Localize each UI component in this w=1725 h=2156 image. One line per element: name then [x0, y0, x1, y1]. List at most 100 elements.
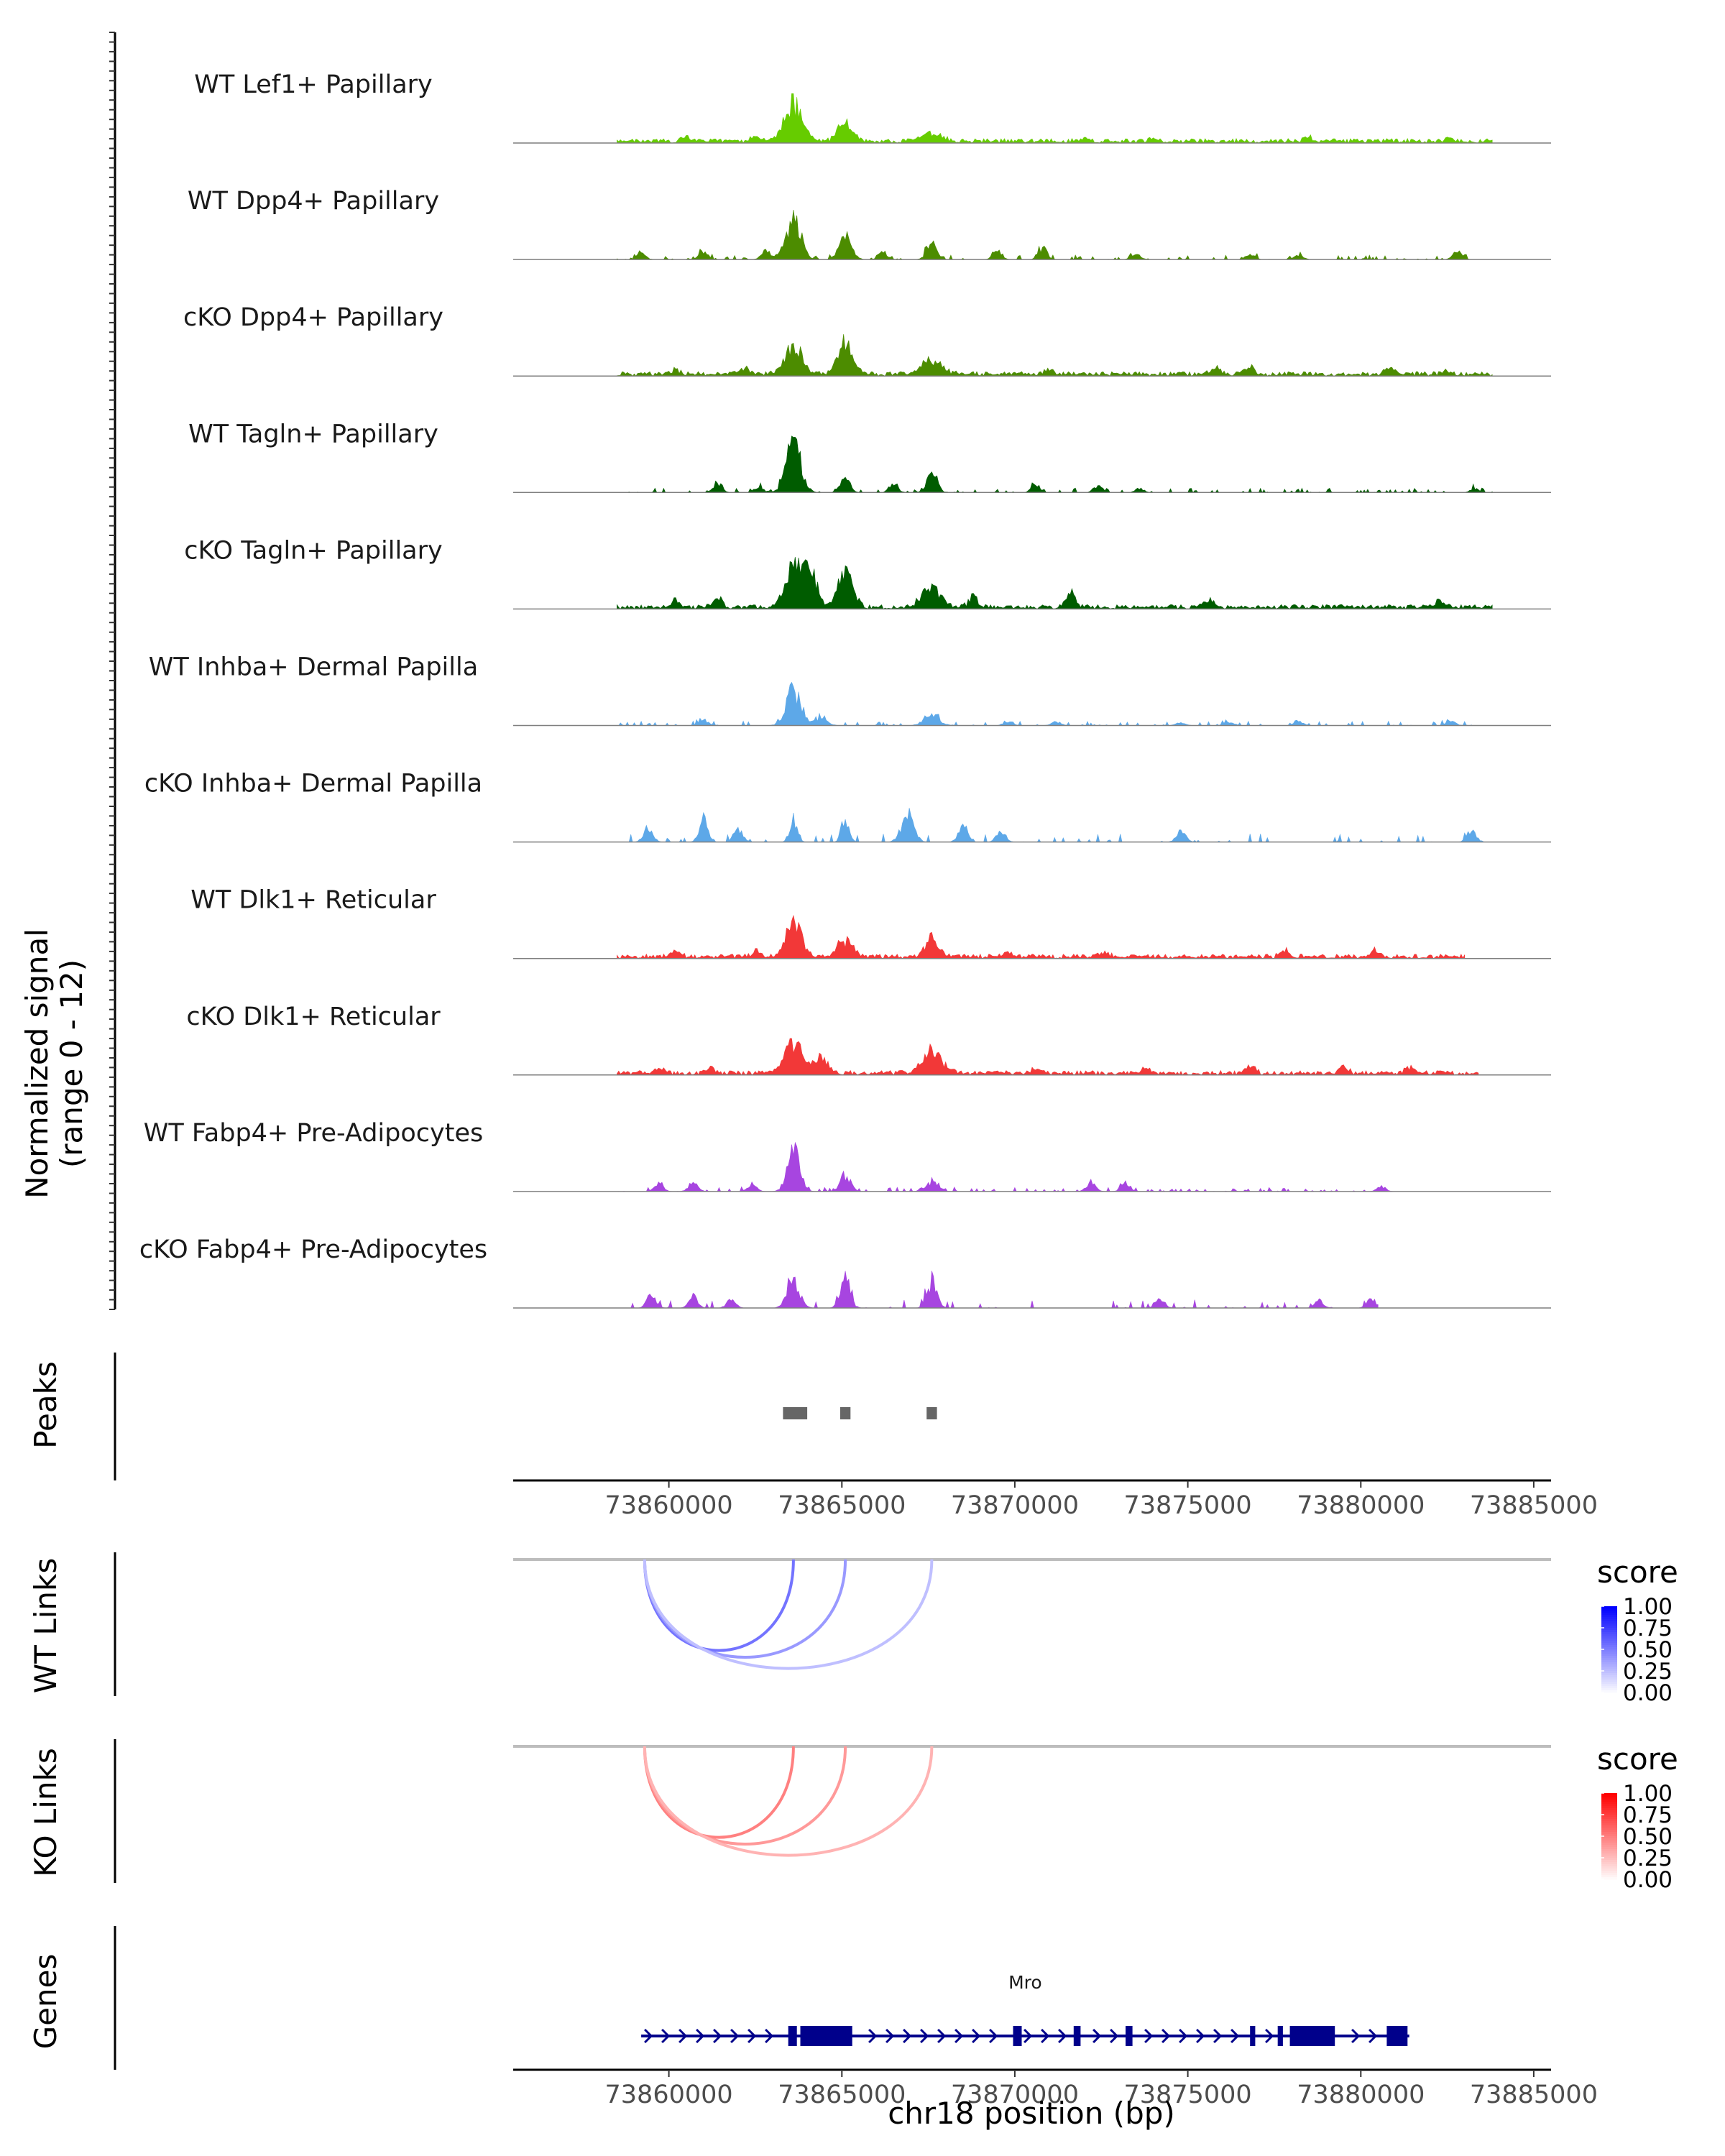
legend-gradient-step: [1601, 1828, 1617, 1830]
legend-gradient-step: [1601, 1641, 1617, 1644]
exon: [1073, 2026, 1081, 2046]
legend-gradient-step: [1601, 1651, 1617, 1654]
legend-gradient-step: [1601, 1671, 1617, 1674]
strand-arrow: [1024, 2028, 1033, 2044]
strand-arrow: [954, 2028, 964, 2044]
legend-gradient-step: [1601, 1639, 1617, 1641]
track-label: cKO Dlk1+ Reticular: [186, 1003, 441, 1031]
strand-arrow: [903, 2028, 912, 2044]
score-legend: score 1.000.750.500.250.00: [1597, 1741, 1678, 1893]
peak-region: [783, 1407, 808, 1419]
genes-track-label: Genes: [28, 1954, 63, 2050]
x-axis-bottom: 73860000 73865000 73870000 73875000 73880000…: [513, 2068, 1598, 2109]
legend-gradient-step: [1601, 1662, 1617, 1665]
strand-arrow: [1265, 2028, 1274, 2044]
strand-arrow: [1179, 2028, 1188, 2044]
legend-gradient-step: [1601, 1869, 1617, 1871]
track-label: WT Dlk1+ Reticular: [190, 886, 436, 915]
legend-gradient-step: [1601, 1623, 1617, 1626]
strand-arrow: [1162, 2028, 1171, 2044]
legend-gradient-step: [1601, 1875, 1617, 1878]
legend-title: score: [1597, 1741, 1678, 1777]
genes-panel: Mro: [114, 1926, 1409, 2070]
links-panel: KO Links score 1.000.750.500.250.00: [28, 1739, 1678, 1893]
legend-gradient-step: [1601, 1649, 1617, 1652]
legend-tick-label: 0.25: [1623, 1659, 1673, 1685]
coverage-area: [617, 93, 1493, 144]
x-axis-top: 73860000 73865000 73870000 73875000 73880000…: [513, 1479, 1598, 1520]
track-label: cKO Dpp4+ Papillary: [183, 303, 443, 332]
strand-arrow: [972, 2028, 981, 2044]
bottom-tick-label: 73885000: [1470, 2081, 1598, 2109]
coverage-area: [617, 1271, 1379, 1309]
legend-gradient-step: [1601, 1630, 1617, 1633]
strand-arrow: [1230, 2028, 1240, 2044]
legend-tick-label: 1.00: [1623, 1781, 1673, 1807]
top-tick-label: 73865000: [778, 1491, 906, 1520]
strand-arrow: [730, 2028, 740, 2044]
strand-arrow: [748, 2028, 757, 2044]
legend-gradient-step: [1601, 1832, 1617, 1835]
track-label: WT Tagln+ Papillary: [188, 420, 438, 448]
exon: [1013, 2026, 1022, 2046]
coverage-track: WT Fabp4+ Pre-Adipocytes: [144, 1119, 1551, 1192]
links-panel: WT Links score 1.000.750.500.250.00: [28, 1552, 1678, 1706]
legend-gradient-step: [1601, 1860, 1617, 1863]
legend-gradient-step: [1601, 1845, 1617, 1848]
links-track-label: WT Links: [28, 1558, 63, 1693]
coverage-area: [617, 1141, 1396, 1192]
strand-arrow: [886, 2028, 895, 2044]
legend-gradient-step: [1601, 1619, 1617, 1622]
legend-gradient-step: [1601, 1830, 1617, 1833]
link-arc: [643, 1746, 934, 1857]
coverage-track: WT Dpp4+ Papillary: [188, 187, 1551, 260]
legend-gradient-step: [1601, 1654, 1617, 1657]
legend-gradient-step: [1601, 1800, 1617, 1802]
legend-gradient-step: [1601, 1675, 1617, 1678]
exon: [1250, 2026, 1256, 2046]
legend-gradient-step: [1601, 1849, 1617, 1852]
legend-title: score: [1597, 1554, 1678, 1590]
exon: [788, 2026, 797, 2046]
legend-gradient-step: [1601, 1611, 1617, 1613]
strand-arrow: [1041, 2028, 1050, 2044]
coverage-area: [617, 681, 1472, 727]
strand-arrow: [713, 2028, 722, 2044]
track-label: cKO Fabp4+ Pre-Adipocytes: [139, 1235, 487, 1264]
exon: [1289, 2026, 1335, 2046]
strand-arrow: [696, 2028, 705, 2044]
legend-gradient-step: [1601, 1626, 1617, 1628]
peak-region: [926, 1407, 937, 1419]
exon: [1386, 2026, 1408, 2046]
legend-gradient-step: [1601, 1802, 1617, 1805]
strand-arrow: [1110, 2028, 1119, 2044]
legend-gradient-step: [1601, 1660, 1617, 1663]
legend-gradient-step: [1601, 1821, 1617, 1824]
bottom-tick-label: 73865000: [778, 2081, 906, 2109]
legend-gradient-step: [1601, 1858, 1617, 1861]
legend-gradient-step: [1601, 1608, 1617, 1611]
coverage-y-axis: [109, 32, 116, 1310]
legend-gradient-step: [1601, 1834, 1617, 1837]
legend-gradient-step: [1601, 1673, 1617, 1676]
legend-gradient-step: [1601, 1797, 1617, 1800]
legend-gradient-step: [1601, 1793, 1617, 1796]
link-arc: [643, 1559, 934, 1670]
legend-gradient-step: [1601, 1686, 1617, 1689]
strand-arrow: [920, 2028, 929, 2044]
legend-gradient-step: [1601, 1843, 1617, 1846]
link-arc: [643, 1746, 847, 1846]
track-label: WT Lef1+ Papillary: [194, 70, 433, 99]
legend-gradient-step: [1601, 1636, 1617, 1639]
strand-arrow: [1351, 2028, 1361, 2044]
legend-gradient-step: [1601, 1851, 1617, 1854]
coverage-track: cKO Tagln+ Papillary: [184, 536, 1551, 610]
track-label: cKO Inhba+ Dermal Papilla: [144, 770, 482, 798]
legend-gradient-step: [1601, 1808, 1617, 1811]
bottom-tick-label: 73880000: [1297, 2081, 1425, 2109]
legend-gradient-step: [1601, 1688, 1617, 1691]
legend-gradient-step: [1601, 1643, 1617, 1646]
top-tick-label: 73875000: [1124, 1491, 1252, 1520]
coverage-track: cKO Dpp4+ Papillary: [183, 303, 1551, 377]
